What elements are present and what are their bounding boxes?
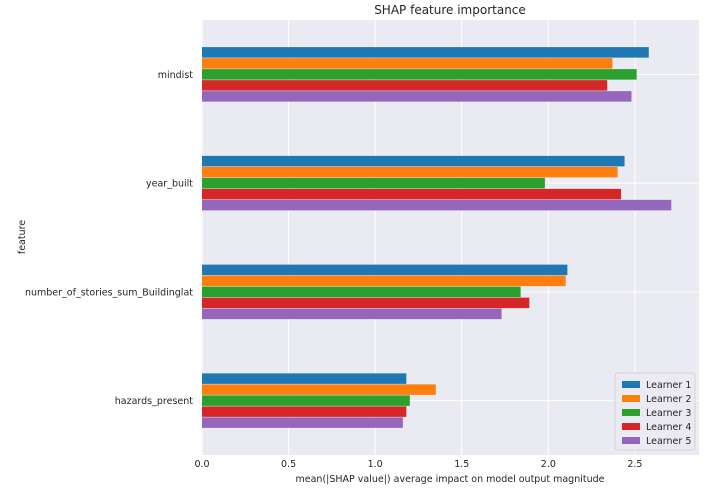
legend-swatch [622,381,640,388]
y-tick-labels: mindist year_built number_of_stories_sum_B… [25,70,193,407]
bar-learner-4-mindist [202,80,608,91]
bar-learner-2-number_of_stories_sum_Buildinglat [202,275,566,287]
legend-box [614,372,696,451]
x-tick-label: 1.5 [454,459,469,470]
bar-learner-4-number_of_stories_sum_Buildinglat [202,297,530,309]
x-tick-label: 0.0 [194,459,209,470]
x-tick-labels: 0.0 0.5 1.0 1.5 2.0 2.5 [194,459,642,470]
y-tick-label: mindist [158,70,194,81]
legend-label: Learner 4 [646,422,691,433]
y-tick-label: hazards_present [115,396,194,407]
legend-label: Learner 5 [646,436,691,447]
bar-learner-5-mindist [202,91,632,102]
bar-learner-4-hazards_present [202,406,407,417]
bar-learner-5-hazards_present [202,417,403,428]
bar-learner-2-year_built [202,166,618,178]
y-tick-label: number_of_stories_sum_Buildinglat [25,287,193,298]
chart-title: SHAP feature importance [374,3,526,17]
bar-learner-2-mindist [202,58,613,69]
bar-learner-4-year_built [202,188,622,200]
y-tick-label: year_built [146,179,193,190]
bar-learner-1-hazards_present [202,373,407,384]
legend: Learner 1 Learner 2 Learner 3 Learner 4 Lear… [614,372,696,451]
legend-label: Learner 1 [646,380,691,391]
legend-swatch [622,395,640,402]
bar-learner-5-year_built [202,199,672,211]
x-tick-label: 2.0 [541,459,556,470]
bar-learner-2-hazards_present [202,384,436,395]
legend-swatch [622,409,640,416]
bar-learner-1-mindist [202,47,649,58]
legend-label: Learner 3 [646,408,691,419]
bars [202,47,672,428]
bar-learner-1-number_of_stories_sum_Buildinglat [202,264,568,276]
bar-learner-5-number_of_stories_sum_Buildinglat [202,308,502,320]
bar-learner-3-hazards_present [202,395,410,406]
x-axis-label: mean(|SHAP value|) average impact on mod… [296,474,605,485]
bar-learner-3-number_of_stories_sum_Buildinglat [202,286,521,298]
x-tick-label: 1.0 [368,459,383,470]
bar-learner-3-year_built [202,177,545,189]
x-tick-label: 2.5 [627,459,642,470]
bar-learner-1-year_built [202,155,625,167]
bar-learner-3-mindist [202,69,637,80]
legend-swatch [622,437,640,444]
legend-label: Learner 2 [646,394,691,405]
legend-swatch [622,423,640,430]
x-tick-label: 0.5 [281,459,296,470]
y-axis-label: feature [17,220,28,254]
